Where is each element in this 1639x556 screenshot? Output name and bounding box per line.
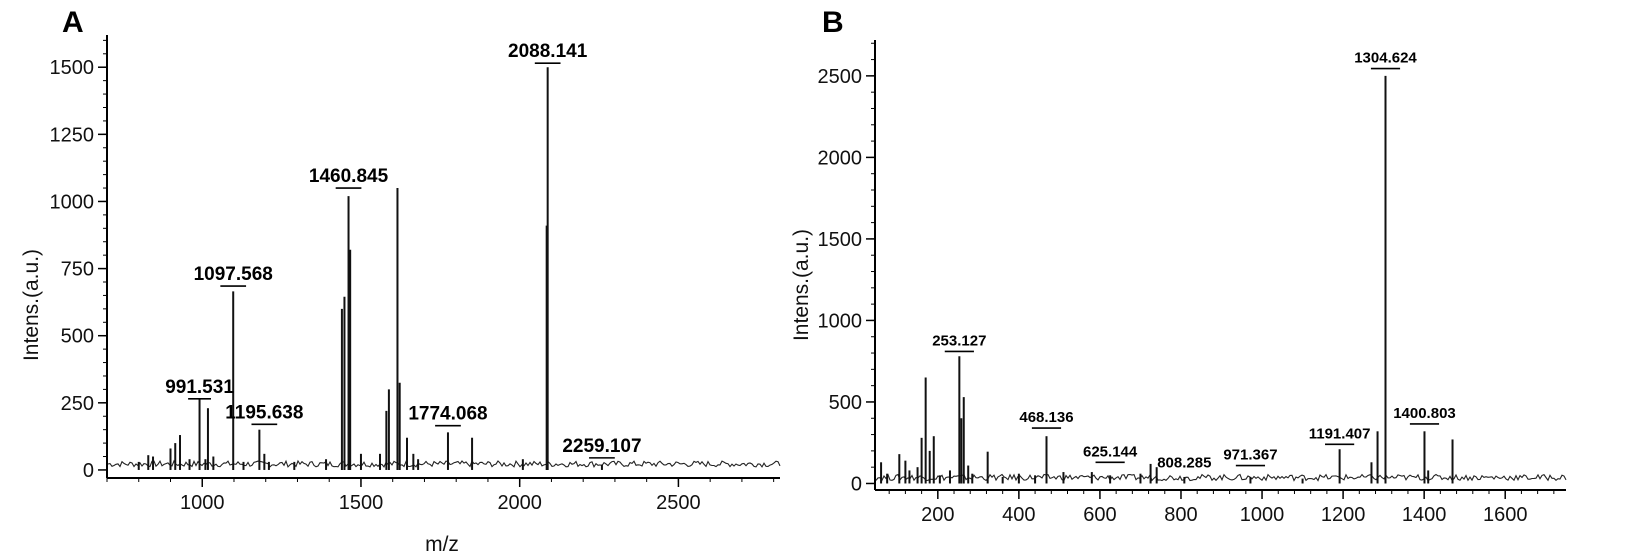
- panel-b-x-tick-label: 1200: [1321, 504, 1366, 526]
- panel-a-peak-label: 2088.141: [508, 41, 588, 62]
- panel-b-y-tick-label: 500: [829, 392, 862, 414]
- panel-b: B Intens.(a.u.) 0 500 1000 1500 2000 2500 200 4…: [790, 6, 1567, 526]
- panel-b-peak-label: 468.136: [1019, 409, 1073, 426]
- panel-b-y-tick-label: 2500: [818, 66, 863, 88]
- panel-a-y-tick-label: 250: [61, 393, 94, 415]
- panel-b-peak-label: 1191.407: [1309, 425, 1371, 442]
- panel-b-baseline-trace: [875, 473, 1567, 482]
- panel-a-y-tick-label: 500: [61, 326, 94, 348]
- panel-b-y-tick-label: 1000: [818, 310, 863, 332]
- panel-b-x-tick-label: 600: [1083, 504, 1116, 526]
- panel-a-peak-label: 1460.845: [309, 166, 389, 187]
- panel-a-peak-label: 2259.107: [562, 436, 641, 457]
- panel-a-y-axis-label: Intens.(a.u.): [20, 249, 43, 361]
- panel-b-peak-label: 253.127: [932, 332, 986, 349]
- panel-b-x-tick-label: 1000: [1240, 504, 1285, 526]
- panel-a: A Intens.(a.u.) m/z 0 250 500 750 1000 1250 15…: [20, 6, 781, 556]
- panel-a-y-tick-label: 1000: [50, 191, 95, 213]
- panel-a-label: A: [62, 6, 84, 39]
- panel-b-peak-label: 1400.803: [1393, 405, 1456, 422]
- panel-b-y-axis-label: Intens.(a.u.): [790, 229, 813, 341]
- panel-b-x-tick-label: 400: [1002, 504, 1035, 526]
- panel-b-y-tick-label: 0: [851, 473, 862, 495]
- panel-b-x-tick-label: 1400: [1402, 504, 1447, 526]
- panel-a-x-tick-label: 1500: [339, 492, 384, 514]
- panel-b-label: B: [822, 6, 844, 39]
- panel-a-x-tick-label: 1000: [180, 492, 225, 514]
- panel-a-peak-label: 991.531: [165, 377, 234, 398]
- panel-a-y-tick-label: 750: [61, 259, 94, 281]
- panel-a-x-tick-label: 2000: [497, 492, 542, 514]
- panel-a-x-axis-label: m/z: [425, 533, 459, 556]
- panel-b-y-tick-label: 1500: [818, 229, 863, 251]
- panel-a-peak-label: 1195.638: [225, 402, 303, 423]
- panel-b-y-tick-label: 2000: [818, 147, 863, 169]
- panel-a-peak-label: 1774.068: [408, 404, 487, 425]
- panel-b-x-tick-label: 200: [921, 504, 954, 526]
- panel-b-peak-label: 971.367: [1223, 447, 1277, 464]
- panel-b-x-tick-label: 800: [1164, 504, 1197, 526]
- panel-b-peak-label: 1304.624: [1354, 50, 1417, 67]
- panel-a-baseline-trace: [107, 459, 781, 468]
- panel-b-x-tick-label: 1600: [1483, 504, 1528, 526]
- panel-b-peak-label: 808.285: [1157, 455, 1211, 472]
- panel-a-y-tick-label: 1500: [50, 57, 95, 79]
- panel-b-peak-label: 625.144: [1083, 443, 1138, 460]
- panel-a-x-tick-label: 2500: [656, 492, 701, 514]
- panel-a-peak-label: 1097.568: [194, 264, 273, 285]
- panel-a-y-tick-label: 0: [83, 460, 94, 482]
- panel-a-y-tick-label: 1250: [50, 124, 95, 146]
